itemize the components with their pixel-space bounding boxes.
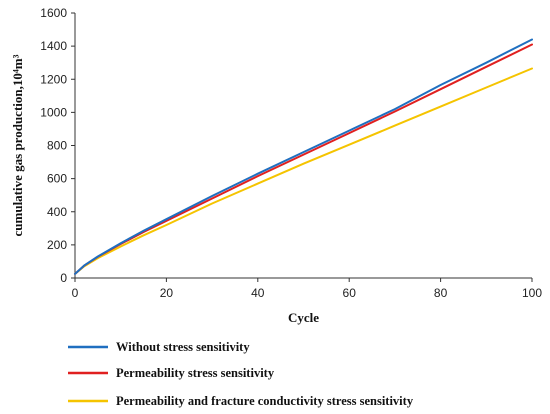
x-ticks: 0 20 40 60 80 100 (72, 278, 542, 300)
legend-item-permeability-fracture: Permeability and fracture conductivity s… (68, 394, 414, 408)
x-tick-label: 100 (522, 286, 542, 300)
series-line-without-stress-sensitivity (74, 38, 533, 275)
legend: Without stress sensitivity Permeability … (68, 340, 414, 408)
y-tick-label: 1000 (40, 105, 67, 119)
axes (74, 13, 532, 279)
series-line-permeability-and-fracture-conductivity-stress-sensitivity (74, 67, 533, 275)
legend-label-without-stress: Without stress sensitivity (116, 340, 250, 354)
x-tick-label: 20 (160, 286, 174, 300)
y-tick-label: 200 (47, 238, 67, 252)
series-line-permeability-stress-sensitivity (74, 43, 533, 275)
y-tick-label: 800 (47, 139, 67, 153)
x-axis-title: Cycle (288, 310, 319, 325)
x-tick-label: 80 (434, 286, 448, 300)
y-tick-label: 1400 (40, 39, 67, 53)
y-axis-title: cumulative gas production,10⁴m³ (10, 54, 25, 236)
x-tick-label: 40 (251, 286, 265, 300)
y-tick-label: 0 (60, 271, 67, 285)
y-tick-label: 600 (47, 172, 67, 186)
legend-item-permeability: Permeability stress sensitivity (68, 366, 275, 380)
y-tick-label: 1600 (40, 6, 67, 20)
y-tick-label: 1200 (40, 72, 67, 86)
legend-label-permeability: Permeability stress sensitivity (116, 366, 275, 380)
series-group (74, 38, 533, 275)
legend-item-without-stress: Without stress sensitivity (68, 340, 250, 354)
legend-label-permeability-fracture: Permeability and fracture conductivity s… (116, 394, 414, 408)
y-tick-label: 400 (47, 205, 67, 219)
y-ticks: 0 200 400 600 800 1000 1200 1400 1600 (40, 6, 75, 285)
x-tick-label: 60 (343, 286, 357, 300)
x-tick-label: 0 (72, 286, 79, 300)
